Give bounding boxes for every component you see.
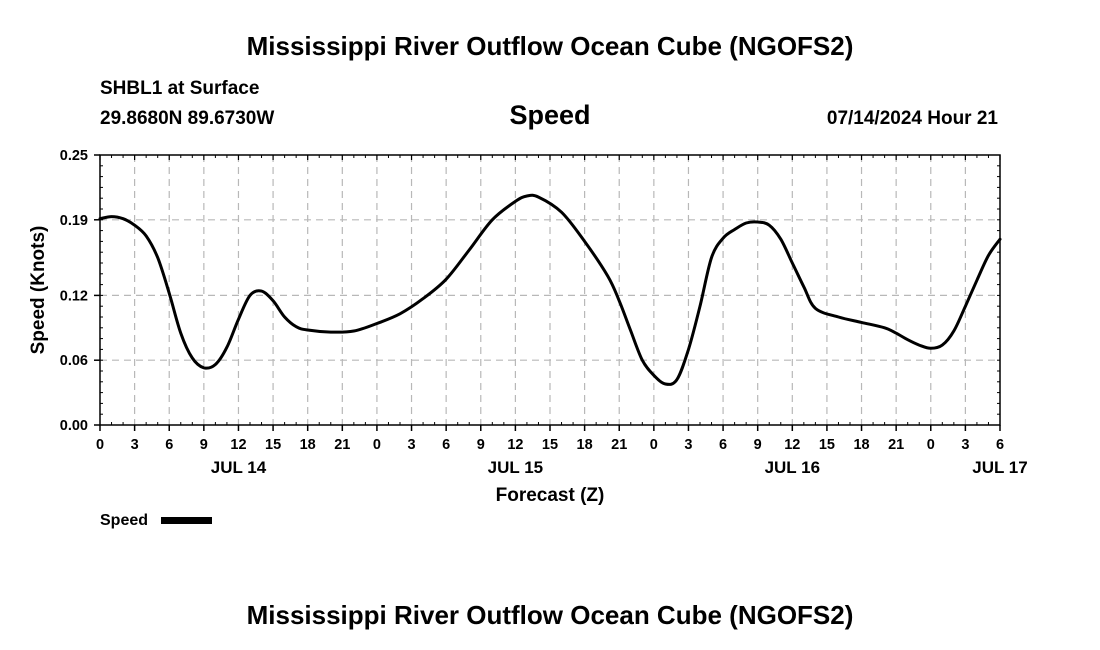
station-coordinates: 29.8680N 89.6730W [100,108,274,129]
x-tick-label: 0 [650,437,658,453]
x-tick-label: 6 [165,437,173,453]
y-axis-label: Speed (Knots) [28,226,49,355]
x-tick-label: 12 [784,437,800,453]
x-tick-label: 15 [265,437,281,453]
figure-title: Mississippi River Outflow Ocean Cube (NG… [247,31,854,61]
grid-lines [100,155,1000,425]
x-tick-label: 9 [200,437,208,453]
x-tick-label: 18 [577,437,593,453]
y-tick-label: 0.12 [60,288,88,304]
x-tick-label: 6 [996,437,1004,453]
x-tick-label: 0 [927,437,935,453]
footer-title: Mississippi River Outflow Ocean Cube (NG… [247,600,854,630]
legend-label: Speed [100,512,148,529]
x-axis-day-labels: JUL 14 JUL 15 JUL 16 JUL 17 [211,458,1028,477]
x-tick-label: 21 [334,437,350,453]
day-label: JUL 15 [488,458,543,477]
day-label: JUL 16 [765,458,820,477]
x-axis-ticks: 0 3 6 9 12 15 18 21 0 3 6 9 12 15 18 21 0 3 6 9 12 15 18 21 0 3 6 [96,155,1004,453]
x-tick-label: 3 [131,437,139,453]
x-tick-label: 0 [373,437,381,453]
x-tick-label: 3 [961,437,969,453]
day-label: JUL 14 [211,458,267,477]
x-tick-label: 12 [507,437,523,453]
x-tick-label: 6 [719,437,727,453]
x-tick-label: 18 [300,437,316,453]
legend: Speed [100,512,212,529]
x-tick-label: 9 [754,437,762,453]
y-axis-ticks: 0.00 0.06 0.12 0.19 0.25 [60,148,100,434]
y-tick-label: 0.25 [60,148,88,164]
day-label: JUL 17 [972,458,1027,477]
x-tick-label: 12 [230,437,246,453]
x-tick-label: 15 [819,437,835,453]
legend-swatch [161,517,212,524]
forecast-datetime: 07/14/2024 Hour 21 [827,108,999,129]
x-tick-label: 9 [477,437,485,453]
y-tick-label: 0.00 [60,418,88,434]
x-tick-label: 18 [853,437,869,453]
speed-series-line [98,193,1002,386]
variable-title: Speed [509,100,590,130]
x-axis-label: Forecast (Z) [496,485,605,506]
x-tick-label: 6 [442,437,450,453]
x-tick-label: 21 [888,437,904,453]
x-tick-label: 21 [611,437,627,453]
x-tick-label: 3 [684,437,692,453]
x-tick-label: 0 [96,437,104,453]
y-tick-label: 0.06 [60,353,88,369]
x-tick-label: 3 [407,437,415,453]
station-label: SHBL1 at Surface [100,78,259,99]
y-tick-label: 0.19 [60,213,88,229]
x-tick-label: 15 [542,437,558,453]
